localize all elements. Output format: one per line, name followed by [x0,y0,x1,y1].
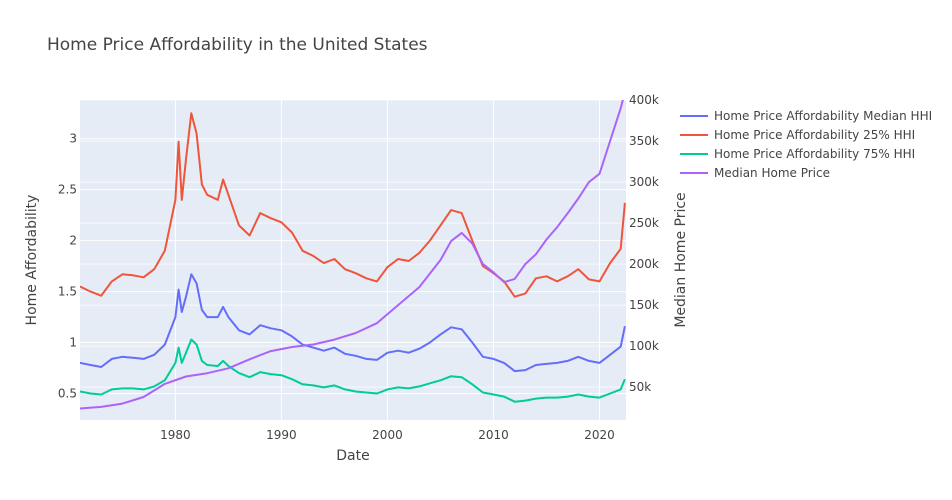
y-axis-ticks: 0.5 1 1.5 2 2.5 3 [58,132,77,401]
legend-label-0: Home Price Affordability Median HHI [714,109,932,123]
y2-tick-label-1: 100k [629,339,659,353]
plot-lines [80,100,626,410]
y2-axis-ticks: 50k 100k 150k 200k 250k 300k 350k 400k [629,93,659,394]
y2-tick-label-4: 250k [629,216,659,230]
y-axis-title: Home Affordability [24,195,40,326]
legend-item-1[interactable]: Home Price Affordability 25% HHI [680,128,915,142]
legend-label-3: Median Home Price [714,166,830,180]
y2-tick-label-3: 200k [629,257,659,271]
y-tick-label-4: 2.5 [58,183,77,197]
legend-item-0[interactable]: Home Price Affordability Median HHI [680,109,932,123]
y-tick-label-5: 3 [69,132,77,146]
series-line-0 [80,273,626,373]
y2-tick-label-0: 50k [629,380,651,394]
legend-label-2: Home Price Affordability 75% HHI [714,147,915,161]
series-line-1 [80,112,626,298]
legend-item-3[interactable]: Median Home Price [680,166,830,180]
x-axis-title: Date [336,448,369,464]
y-tick-label-1: 1 [69,336,77,350]
y2-axis-title: Median Home Price [673,192,689,327]
x-tick-label-0: 1980 [160,428,191,442]
y-tick-label-0: 0.5 [58,387,77,401]
series-line-2 [80,338,626,403]
x-tick-label-2: 2000 [372,428,403,442]
x-tick-label-4: 2020 [584,428,615,442]
y2-tick-label-6: 350k [629,134,659,148]
chart-title: Home Price Affordability in the United S… [47,35,428,55]
x-axis-ticks: 1980 1990 2000 2010 2020 [160,428,615,442]
y-tick-label-2: 1.5 [58,285,77,299]
x-tick-label-1: 1990 [266,428,297,442]
y2-tick-label-7: 400k [629,93,659,107]
plot-area [80,100,626,420]
gridlines [80,99,626,420]
y-tick-label-3: 2 [69,234,77,248]
y2-tick-label-2: 150k [629,298,659,312]
legend-item-2[interactable]: Home Price Affordability 75% HHI [680,147,915,161]
series-line-3 [80,100,624,410]
y2-tick-label-5: 300k [629,175,659,189]
legend-label-1: Home Price Affordability 25% HHI [714,128,915,142]
legend[interactable]: Home Price Affordability Median HHI Home … [680,109,932,180]
x-tick-label-3: 2010 [478,428,509,442]
